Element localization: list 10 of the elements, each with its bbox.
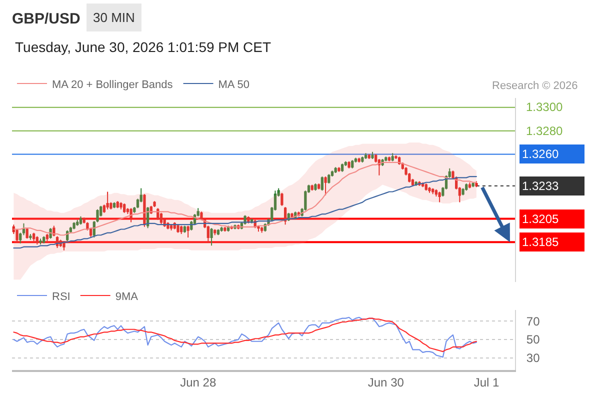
line-series [13, 318, 477, 352]
x-tick-label: Jul 1 [474, 375, 500, 390]
legend-label: RSI [52, 290, 70, 303]
y-tick-label: 30 [526, 351, 540, 366]
x-tick-label: Jun 30 [368, 375, 404, 390]
x-tick-label: Jun 28 [180, 375, 216, 390]
y-tick-label: 70 [526, 314, 540, 328]
y-tick-label: 50 [526, 332, 540, 347]
legend-label: 9MA [115, 290, 139, 303]
line-series [13, 316, 477, 358]
